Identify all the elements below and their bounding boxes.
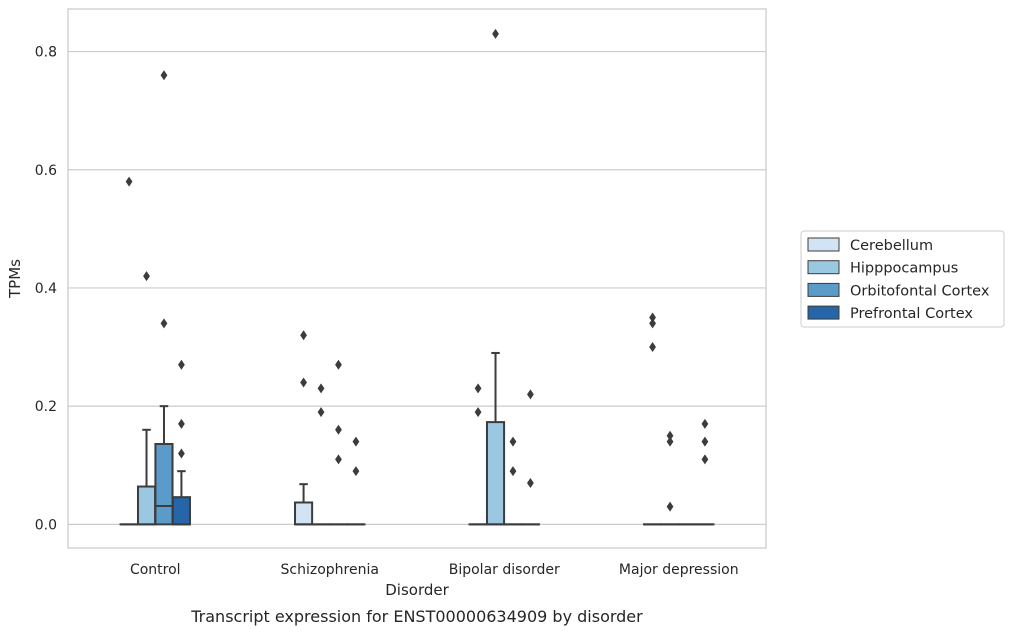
y-tick-label: 0.8 — [35, 45, 57, 61]
outlier-point — [475, 383, 482, 393]
box-cerebellum-major-depression — [644, 313, 661, 525]
box-body — [173, 497, 190, 524]
outlier-point — [300, 330, 307, 340]
y-tick-labels: 0.0 0.2 0.4 0.6 0.8 — [35, 45, 57, 534]
legend-swatch — [808, 283, 839, 296]
outlier-point — [353, 437, 360, 447]
box-hipppocampus-bipolar-disorder — [487, 29, 504, 525]
outlier-point — [527, 389, 534, 399]
outlier-point — [702, 419, 709, 429]
outlier-point — [143, 271, 150, 281]
outlier-point — [318, 383, 325, 393]
box-cerebellum-control — [121, 177, 138, 525]
x-tick-label-bipolar-disorder: Bipolar disorder — [449, 562, 560, 578]
box-prefrontal-cortex-major-depression — [696, 419, 713, 524]
y-axis-label: TPMs — [6, 259, 24, 299]
legend-swatch — [808, 306, 839, 319]
y-tick-label: 0.4 — [35, 281, 57, 297]
outlier-point — [649, 342, 656, 352]
x-tick-label-major-depression: Major depression — [619, 562, 739, 578]
marks-layer — [121, 29, 714, 525]
box-prefrontal-cortex-control — [173, 360, 190, 525]
box-cerebellum-schizophrenia — [295, 330, 312, 524]
outlier-point — [126, 177, 133, 187]
outlier-point — [510, 466, 517, 476]
y-tick-label: 0.6 — [35, 163, 57, 179]
box-body — [155, 444, 172, 524]
outlier-point — [702, 437, 709, 447]
legend-label: Cerebellum — [850, 238, 933, 254]
outlier-point — [475, 407, 482, 417]
outlier-point — [649, 318, 656, 328]
outlier-point — [335, 425, 342, 435]
x-tick-labels: Control Schizophrenia Bipolar disorder Majo… — [130, 562, 739, 578]
outlier-point — [161, 318, 168, 328]
y-tick-label: 0.0 — [35, 517, 57, 533]
box-orbitofontal-cortex-control — [155, 70, 172, 524]
x-tick-label-schizophrenia: Schizophrenia — [281, 562, 379, 578]
legend-label: Hipppocampus — [850, 261, 958, 277]
box-orbitofontal-cortex-schizophrenia — [330, 360, 347, 525]
legend-swatch — [808, 238, 839, 251]
x-tick-label-control: Control — [130, 562, 181, 578]
outlier-point — [353, 466, 360, 476]
legend-label: Orbitofontal Cortex — [850, 283, 990, 299]
y-tick-label: 0.2 — [35, 399, 57, 415]
outlier-point — [335, 454, 342, 464]
outlier-point — [667, 502, 674, 512]
box-body — [295, 502, 312, 524]
outlier-point — [178, 360, 185, 370]
box-body — [487, 422, 504, 524]
outlier-point — [527, 478, 534, 488]
outlier-point — [178, 448, 185, 458]
box-prefrontal-cortex-schizophrenia — [347, 437, 364, 525]
box-orbitofontal-cortex-bipolar-disorder — [504, 437, 521, 525]
box-cerebellum-bipolar-disorder — [470, 383, 487, 524]
legend-label: Prefrontal Cortex — [850, 306, 973, 322]
outlier-point — [492, 29, 499, 39]
x-axis-label: Disorder — [385, 581, 449, 599]
outlier-point — [667, 437, 674, 447]
box-prefrontal-cortex-bipolar-disorder — [522, 389, 539, 524]
outlier-point — [161, 70, 168, 80]
box-hipppocampus-schizophrenia — [312, 383, 329, 524]
outlier-point — [702, 454, 709, 464]
outlier-point — [510, 437, 517, 447]
outlier-point — [178, 419, 185, 429]
box-hipppocampus-control — [138, 271, 155, 524]
outlier-point — [318, 407, 325, 417]
legend-swatch — [808, 261, 839, 274]
outlier-point — [300, 378, 307, 388]
box-body — [138, 487, 155, 525]
outlier-point — [335, 360, 342, 370]
legend: Cerebellum Hipppocampus Orbitofontal Corte… — [801, 231, 1004, 327]
chart-caption: Transcript expression for ENST0000063490… — [190, 607, 643, 626]
box-hipppocampus-major-depression — [661, 431, 678, 525]
